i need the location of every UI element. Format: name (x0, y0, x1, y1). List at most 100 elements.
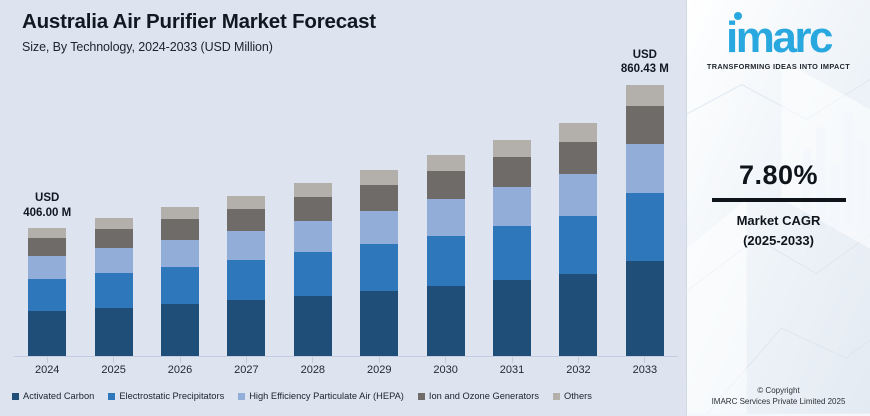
bar-segment[interactable] (493, 156, 532, 188)
bar-segment[interactable] (559, 174, 598, 217)
bar-segment[interactable] (28, 238, 67, 257)
stacked-bar[interactable] (94, 217, 133, 356)
stacked-bar[interactable] (559, 122, 598, 356)
copyright-line-1: © Copyright (757, 385, 800, 395)
legend-swatch-icon (417, 392, 425, 400)
bar-segment[interactable] (161, 239, 200, 267)
stacked-bar[interactable] (625, 84, 664, 356)
bar-segment[interactable] (426, 155, 465, 172)
chart-header: Australia Air Purifier Market Forecast S… (22, 10, 376, 54)
x-axis-tick (479, 357, 545, 363)
bar-segment[interactable] (94, 217, 133, 229)
x-axis-label-2027: 2027 (234, 364, 259, 376)
bar-segment[interactable] (293, 197, 332, 222)
copyright-line-2: IMARC Services Private Limited 2025 (711, 397, 846, 407)
bar-slot[interactable] (346, 62, 412, 356)
bar-segment[interactable] (625, 106, 664, 145)
stacked-bar[interactable] (426, 155, 465, 356)
cagr-label-primary: Market CAGR (736, 213, 821, 228)
bar-slot[interactable] (213, 62, 279, 356)
bar-slot[interactable]: USD 406.00 M (14, 62, 80, 356)
legend-item[interactable]: High Efficiency Particulate Air (HEPA) (238, 391, 404, 401)
bar-segment[interactable] (293, 295, 332, 356)
bar-slot[interactable] (479, 62, 545, 356)
bar-segment[interactable] (559, 141, 598, 175)
bar-segment[interactable] (426, 235, 465, 286)
bar-segment[interactable] (625, 84, 664, 107)
bar-segment[interactable] (28, 256, 67, 280)
bar-segment[interactable] (360, 184, 399, 211)
bar-segment[interactable] (293, 221, 332, 253)
bar-segment[interactable] (559, 122, 598, 142)
x-axis-label-2029: 2029 (366, 364, 392, 376)
bar-segment[interactable] (94, 307, 133, 356)
cagr-divider (711, 198, 846, 202)
x-axis-tick (612, 357, 678, 363)
bar-segment[interactable] (161, 303, 200, 356)
x-axis-label-2033: 2033 (632, 364, 658, 376)
bar-slot[interactable] (80, 62, 146, 356)
legend-item[interactable]: Electrostatic Precipitators (108, 391, 224, 401)
stacked-bar[interactable] (161, 207, 200, 356)
bar-segment[interactable] (28, 279, 67, 312)
bar-segment[interactable] (426, 199, 465, 236)
bar-slot[interactable]: USD 860.43 M (612, 49, 678, 356)
tick-mark (245, 357, 247, 363)
legend-label: Electrostatic Precipitators (119, 391, 225, 401)
bar-segment[interactable] (493, 226, 532, 281)
bar-segment[interactable] (227, 208, 266, 231)
bar-slot[interactable] (412, 62, 478, 356)
bar-segment[interactable] (94, 273, 133, 308)
bar-segment[interactable] (227, 230, 266, 260)
tick-mark (511, 357, 513, 363)
bar-segment[interactable] (94, 229, 133, 249)
x-axis-line (14, 356, 678, 357)
stacked-bar[interactable] (28, 227, 67, 356)
stacked-bar[interactable] (493, 139, 532, 356)
stacked-bar[interactable] (227, 195, 266, 356)
stacked-bar[interactable] (293, 183, 332, 356)
bar-segment[interactable] (227, 259, 266, 300)
bar-segment[interactable] (625, 260, 664, 356)
bar-segment[interactable] (227, 299, 266, 356)
legend-swatch-icon (238, 392, 246, 400)
logo-wordmark: imarc (726, 12, 833, 62)
legend-item[interactable]: Activated Carbon (12, 391, 94, 401)
plot-area: USD 406.00 M USD 860.43 M (14, 49, 678, 356)
tick-mark (113, 357, 115, 363)
legend-item[interactable]: Ion and Ozone Generators (417, 391, 539, 401)
bar-slot[interactable] (280, 62, 346, 356)
bar-segment[interactable] (28, 311, 67, 356)
bar-segment[interactable] (559, 274, 598, 356)
legend-swatch-icon (12, 392, 19, 400)
bar-segment[interactable] (493, 280, 532, 356)
bar-segment[interactable] (94, 248, 133, 274)
bar-segment[interactable] (293, 183, 332, 198)
bar-segment[interactable] (360, 244, 399, 291)
stacked-bar[interactable] (360, 169, 399, 356)
bar-segment[interactable] (493, 139, 532, 157)
bar-segment[interactable] (493, 187, 532, 227)
bar-group: USD 406.00 M USD 860.43 M (14, 49, 678, 356)
svg-text:0.0: 0.0 (806, 249, 818, 259)
tick-mark (46, 357, 48, 363)
bar-segment[interactable] (559, 216, 598, 275)
bar-segment[interactable] (227, 195, 266, 209)
bar-segment[interactable] (625, 144, 664, 194)
bar-segment[interactable] (28, 227, 67, 239)
bar-segment[interactable] (360, 169, 399, 185)
bar-segment[interactable] (360, 290, 399, 356)
bar-segment[interactable] (161, 207, 200, 220)
bar-segment[interactable] (161, 219, 200, 240)
tick-mark (179, 357, 181, 363)
bar-segment[interactable] (426, 285, 465, 356)
bar-segment[interactable] (293, 252, 332, 296)
legend-item[interactable]: Others (552, 391, 592, 401)
bar-slot[interactable] (545, 62, 611, 356)
bar-segment[interactable] (360, 210, 399, 245)
bar-segment[interactable] (161, 266, 200, 304)
legend-label: Activated Carbon (23, 391, 95, 401)
bar-segment[interactable] (426, 171, 465, 200)
bar-slot[interactable] (147, 62, 213, 356)
bar-segment[interactable] (625, 193, 664, 261)
